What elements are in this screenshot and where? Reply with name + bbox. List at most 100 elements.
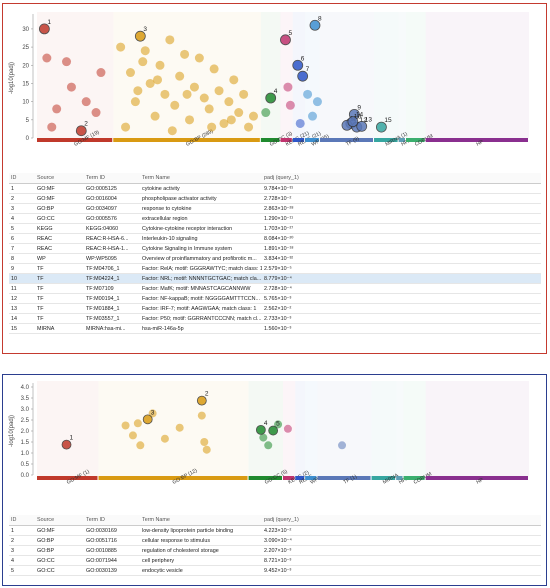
source-label: HP bbox=[475, 139, 485, 148]
table-cell: WP:WP5095 bbox=[84, 253, 140, 264]
y-tick-label: 2.5 bbox=[21, 418, 30, 424]
source-bar bbox=[283, 476, 295, 480]
table-row[interactable]: 8 WP WP:WP5095 Overview of proinflammatory … bbox=[9, 253, 541, 264]
source-bar bbox=[305, 476, 317, 480]
table-row[interactable]: 14 TF TF:M03557_1 Factor: P50; motif: GGRRA… bbox=[9, 313, 541, 324]
table-cell: cell periphery bbox=[140, 555, 262, 566]
term-point bbox=[308, 111, 318, 121]
table-row[interactable]: 2 GO:BP GO:0051716 cellular response to sti… bbox=[9, 535, 541, 546]
table-row[interactable]: 4 GO:CC GO:0005576 extracellular region 1.29… bbox=[9, 213, 541, 224]
table-row[interactable]: 6 REAC REAC:R-HSA-6... Interleukin-10 signa… bbox=[9, 233, 541, 244]
table-row[interactable]: 11 TF TF:M07109 Factor: MafK; motif: MNNAST… bbox=[9, 283, 541, 294]
table-header[interactable]: Term Name bbox=[140, 173, 262, 184]
highlighted-term-label: 2 bbox=[84, 121, 88, 128]
highlighted-term-point bbox=[280, 34, 291, 46]
table-cell: 3.090×10⁻⁴ bbox=[262, 535, 541, 546]
table-row[interactable]: 2 GO:MF GO:0016004 phospholipase activator … bbox=[9, 193, 541, 204]
highlighted-term-point bbox=[142, 414, 153, 425]
highlighted-term-point bbox=[297, 70, 309, 82]
table-header[interactable]: Source bbox=[35, 515, 84, 526]
table-cell: REAC:R-HSA-1... bbox=[84, 243, 140, 254]
source-band bbox=[98, 381, 249, 476]
term-point bbox=[81, 97, 91, 107]
table-row[interactable]: 7 REAC REAC:R-HSA-1... Cytokine Signaling i… bbox=[9, 243, 541, 254]
term-point bbox=[312, 97, 322, 107]
highlighted-term-label: 4 bbox=[274, 88, 278, 95]
table-row[interactable]: 3 GO:BP GO:0034097 response to cytokine 2.86… bbox=[9, 203, 541, 214]
y-tick-label: 4.0 bbox=[21, 385, 30, 391]
table-header[interactable]: padj (query_1) bbox=[262, 515, 541, 526]
manhattan-plot-bottom: 0.00.51.01.52.02.53.03.54.0-log10(padj)G… bbox=[9, 381, 529, 486]
table-header[interactable]: padj (query_1) bbox=[262, 173, 541, 184]
table-row[interactable]: 15 MIRNA MIRNA:hsa-mi... hsa-miR-146a-5p 1.5… bbox=[9, 323, 541, 334]
table-row[interactable]: 13 TF TF:M01884_1 Factor: IRF-7; motif: AAG… bbox=[9, 303, 541, 314]
table-cell: 13 bbox=[9, 303, 35, 314]
table-cell: 5.765×10⁻³ bbox=[262, 293, 541, 304]
source-bar bbox=[398, 138, 405, 142]
table-cell: GO:MF bbox=[35, 525, 84, 536]
highlighted-term-point bbox=[356, 120, 368, 132]
term-point bbox=[130, 97, 140, 107]
table-cell: 2.207×10⁻³ bbox=[262, 545, 541, 556]
y-tick-label: 15 bbox=[22, 81, 29, 87]
table-cell: REAC bbox=[35, 233, 84, 244]
term-point bbox=[148, 409, 157, 418]
table-cell: REAC:R-HSA-6... bbox=[84, 233, 140, 244]
table-cell: TF bbox=[35, 313, 84, 324]
term-point bbox=[283, 424, 292, 433]
table-cell: endocytic vesicle bbox=[140, 565, 262, 576]
table-row[interactable]: 4 GO:CC GO:0071944 cell periphery 8.721×10⁻³ bbox=[9, 555, 541, 566]
table-header[interactable]: Term ID bbox=[84, 173, 140, 184]
table-row[interactable]: 5 GO:CC GO:0030139 endocytic vesicle 9.452×1… bbox=[9, 565, 541, 576]
table-cell: Cytokine-cytokine receptor interaction bbox=[140, 223, 262, 234]
table-cell: Interleukin-10 signaling bbox=[140, 233, 262, 244]
table-row[interactable]: 3 GO:BP GO:0010885 regulation of cholestero… bbox=[9, 545, 541, 556]
highlighted-term-point bbox=[38, 23, 50, 35]
table-cell: 3.834×10⁻³² bbox=[262, 253, 541, 264]
highlighted-term-label: 10 bbox=[354, 113, 362, 120]
source-bar bbox=[248, 476, 282, 480]
table-cell: TF bbox=[35, 263, 84, 274]
term-point bbox=[199, 93, 209, 103]
table-cell: GO:CC bbox=[35, 213, 84, 224]
table-row[interactable]: 10 TF TF:M04224_1 Factor: NRL; motif: NNNNT… bbox=[9, 273, 541, 284]
table-cell: 1.290×10⁻¹¹ bbox=[262, 213, 541, 224]
table-row[interactable]: 12 TF TF:M00194_1 Factor: NF-kappaB; motif:… bbox=[9, 293, 541, 304]
source-bar bbox=[371, 476, 396, 480]
source-bar bbox=[98, 476, 248, 480]
table-header[interactable]: Term Name bbox=[140, 515, 262, 526]
table-header[interactable]: Source bbox=[35, 173, 84, 184]
term-point bbox=[303, 89, 313, 99]
term-point bbox=[160, 89, 170, 99]
y-tick-label: 0 bbox=[26, 136, 30, 142]
source-bar bbox=[113, 138, 260, 142]
table-row[interactable]: 1 GO:MF GO:0030169 low-density lipoprotein … bbox=[9, 525, 541, 536]
table-cell: phospholipase activator activity bbox=[140, 193, 262, 204]
table-cell: 2.728×10⁻² bbox=[262, 193, 541, 204]
source-bar bbox=[295, 476, 305, 480]
table-row[interactable]: 5 KEGG KEGG:04060 Cytokine-cytokine recepto… bbox=[9, 223, 541, 234]
highlighted-term-point bbox=[255, 425, 266, 435]
term-point bbox=[62, 57, 72, 67]
table-cell: 15 bbox=[9, 323, 35, 334]
table-cell: 9.784×10⁻³¹ bbox=[262, 183, 541, 194]
table-row[interactable]: 1 GO:MF GO:0005125 cytokine activity 9.784×1… bbox=[9, 183, 541, 194]
term-point bbox=[153, 75, 163, 85]
table-cell: extracellular region bbox=[140, 213, 262, 224]
table-header[interactable]: Term ID bbox=[84, 515, 140, 526]
table-header[interactable]: ID bbox=[9, 515, 35, 526]
table-cell: TF:M04706_1 bbox=[84, 263, 140, 274]
highlighted-term-label: 1 bbox=[47, 19, 51, 26]
source-label: HPA bbox=[400, 137, 412, 147]
term-point bbox=[194, 53, 204, 63]
table-cell: 11 bbox=[9, 283, 35, 294]
highlighted-term-point bbox=[292, 59, 304, 71]
table-header[interactable]: ID bbox=[9, 173, 35, 184]
table-cell: GO:CC bbox=[35, 555, 84, 566]
table-row[interactable]: 9 TF TF:M04706_1 Factor: RelA; motif: GGGRA… bbox=[9, 263, 541, 274]
table-cell: GO:MF bbox=[35, 183, 84, 194]
term-point bbox=[175, 71, 185, 81]
table-cell: 6 bbox=[9, 233, 35, 244]
table-cell: 12 bbox=[9, 293, 35, 304]
highlighted-term-label: 8 bbox=[318, 15, 322, 22]
